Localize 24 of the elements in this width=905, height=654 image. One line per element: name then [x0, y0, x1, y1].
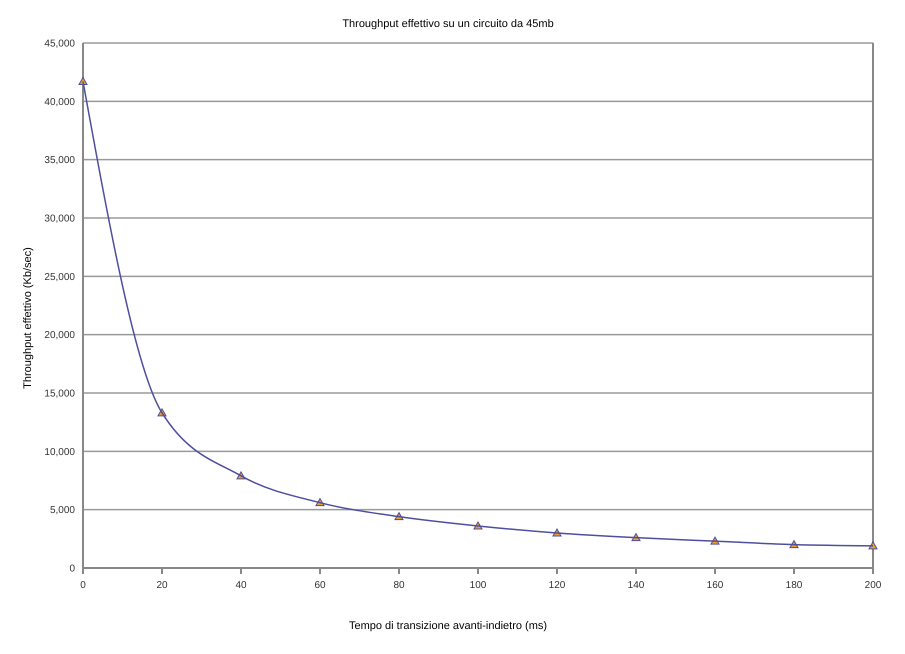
x-tick-label: 140 [628, 580, 645, 591]
x-tick-label: 160 [706, 580, 724, 591]
y-tick-label: 45,000 [44, 38, 76, 50]
x-tick-label: 100 [470, 580, 487, 591]
y-axis-title: Throughput effettivo (Kb/sec) [22, 247, 34, 389]
y-tick-label: 5,000 [50, 505, 76, 516]
x-tick-label: 180 [786, 580, 803, 591]
y-tick-label: 40,000 [44, 96, 76, 108]
y-tick-label: 0 [69, 564, 76, 575]
y-tick-label: 20,000 [44, 330, 76, 342]
y-tick-label: 35,000 [44, 155, 76, 166]
x-tick-label: 200 [864, 580, 882, 591]
x-tick-label: 80 [393, 580, 405, 591]
x-tick-label: 120 [548, 580, 566, 591]
y-tick-label: 10,000 [44, 446, 76, 458]
x-tick-label: 20 [156, 580, 168, 591]
y-tick-label: 15,000 [44, 388, 76, 400]
y-tick-label: 25,000 [44, 272, 76, 283]
y-tick-label: 30,000 [44, 214, 76, 225]
x-tick-label: 40 [235, 580, 247, 591]
x-axis-title: Tempo di transizione avanti-indietro (ms) [348, 620, 548, 632]
x-tick-label: 0 [80, 580, 86, 591]
x-tick-label: 60 [314, 580, 326, 591]
chart-title: Throughput effettivo su un circuito da 45mb [341, 18, 555, 30]
